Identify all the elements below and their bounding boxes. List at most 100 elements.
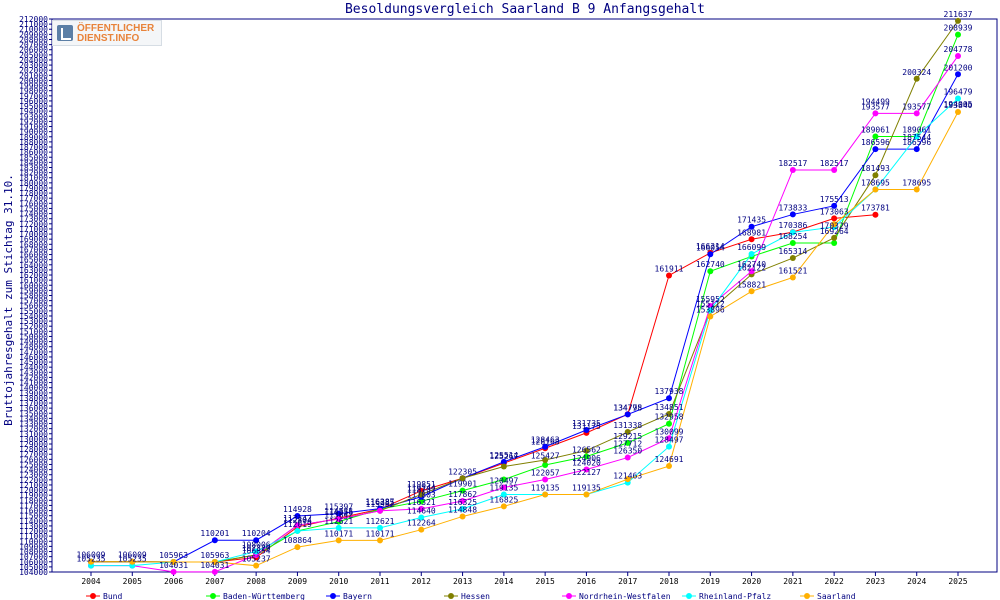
x-tick-label: 2021 xyxy=(783,577,802,586)
x-tick-label: 2019 xyxy=(701,577,720,586)
data-point xyxy=(748,236,755,243)
data-label: 116387 xyxy=(366,498,395,507)
data-point xyxy=(955,108,961,115)
data-label: 105963 xyxy=(200,551,229,560)
x-tick-label: 2025 xyxy=(948,577,967,586)
legend: Bund Baden-Württemberg Bayern Hessen Nordrhe… xyxy=(86,592,856,600)
data-label: 121463 xyxy=(613,472,642,481)
x-axis: 2004 2005 2006 2007 2008 2009 2010 2011 2012 2013… xyxy=(81,572,968,586)
data-point xyxy=(459,513,466,520)
data-label: 116325 xyxy=(448,498,477,507)
data-label: 126350 xyxy=(613,447,642,456)
data-point xyxy=(129,558,136,565)
y-tick-label: 112000 xyxy=(19,527,48,536)
data-label: 128497 xyxy=(655,436,684,445)
legend-swatch-marker xyxy=(566,593,572,599)
y-tick-label: 143000 xyxy=(19,368,48,377)
data-label: 166314 xyxy=(696,242,725,251)
y-tick-label: 172000 xyxy=(19,220,48,229)
y-tick-label: 147000 xyxy=(19,348,48,357)
data-label: 193577 xyxy=(861,102,890,111)
y-tick-label: 139000 xyxy=(19,389,48,398)
y-tick-label: 129000 xyxy=(19,440,48,449)
y-tick-label: 152000 xyxy=(19,322,48,331)
data-point xyxy=(418,505,425,512)
data-label: 194005 xyxy=(944,100,973,109)
y-tick-label: 113000 xyxy=(19,522,48,531)
y-tick-label: 106000 xyxy=(19,558,48,567)
data-label: 112264 xyxy=(407,519,436,528)
data-label: 134798 xyxy=(613,403,642,412)
data-label: 106009 xyxy=(118,551,147,560)
data-label: 116825 xyxy=(489,495,518,504)
data-label: 114640 xyxy=(407,507,436,516)
series-baden-w-rttemberg xyxy=(88,31,961,565)
y-tick-label: 178000 xyxy=(19,189,48,198)
y-tick-label: 128000 xyxy=(19,445,48,454)
data-label: 161521 xyxy=(778,266,807,275)
y-tick-label: 204000 xyxy=(19,56,48,65)
data-label: 175513 xyxy=(820,195,849,204)
y-tick-label: 138000 xyxy=(19,394,48,403)
legend-swatch-marker xyxy=(686,593,692,599)
y-tick-label: 158000 xyxy=(19,292,48,301)
data-label: 181493 xyxy=(861,164,890,173)
data-point xyxy=(789,239,796,246)
data-point xyxy=(666,463,672,470)
data-label: 134775 xyxy=(613,403,642,412)
data-label: 119144 xyxy=(407,483,436,492)
y-tick-label: 133000 xyxy=(19,420,48,429)
data-point xyxy=(583,491,590,498)
y-tick-label: 130000 xyxy=(19,435,48,444)
data-label: 186596 xyxy=(902,138,931,147)
data-point xyxy=(624,476,631,483)
data-point xyxy=(748,288,755,295)
data-label: 105235 xyxy=(77,555,106,564)
data-point xyxy=(335,510,342,517)
y-tick-label: 144000 xyxy=(19,363,48,372)
data-label: 119851 xyxy=(407,480,436,489)
y-tick-label: 208000 xyxy=(19,35,48,44)
y-tick-label: 169000 xyxy=(19,235,48,244)
y-tick-label: 104000 xyxy=(19,568,48,577)
data-point xyxy=(789,166,796,173)
data-point xyxy=(748,251,755,258)
legend-label: Baden-Württemberg xyxy=(223,592,305,600)
data-point xyxy=(955,17,961,24)
legend-item: Nordrhein-Westfalen xyxy=(562,592,671,600)
logo-text-line-2: DIENST.INFO xyxy=(77,33,140,44)
y-tick-label: 135000 xyxy=(19,409,48,418)
data-label: 194499 xyxy=(861,98,890,107)
data-point xyxy=(666,443,672,450)
series-saarland xyxy=(88,108,961,569)
data-point xyxy=(831,239,838,246)
data-label: 193840 xyxy=(944,101,973,110)
y-axis: 1040001050001060001070001080001090001100… xyxy=(19,15,52,577)
data-point xyxy=(624,454,631,461)
legend-swatch-marker xyxy=(90,593,96,599)
data-label: 120497 xyxy=(489,477,518,486)
data-label: 168981 xyxy=(737,228,766,237)
data-point xyxy=(459,498,466,505)
data-label: 162740 xyxy=(737,260,766,269)
y-tick-label: 175000 xyxy=(19,204,48,213)
data-point xyxy=(253,537,260,544)
data-point xyxy=(500,458,507,465)
data-point xyxy=(500,463,507,470)
data-point xyxy=(955,71,961,78)
y-tick-label: 177000 xyxy=(19,194,48,203)
y-tick-label: 174000 xyxy=(19,210,48,219)
y-tick-label: 131000 xyxy=(19,430,48,439)
data-point xyxy=(377,537,383,544)
data-point xyxy=(377,524,383,531)
data-label: 137938 xyxy=(655,387,684,396)
legend-item: Saarland xyxy=(800,592,856,600)
x-tick-label: 2022 xyxy=(825,577,844,586)
data-label: 110171 xyxy=(366,529,395,538)
y-tick-label: 173000 xyxy=(19,215,48,224)
data-label: 196479 xyxy=(944,87,973,96)
data-point xyxy=(170,568,177,575)
y-tick-label: 159000 xyxy=(19,286,48,295)
y-tick-label: 197000 xyxy=(19,92,48,101)
data-label: 115397 xyxy=(324,503,353,512)
